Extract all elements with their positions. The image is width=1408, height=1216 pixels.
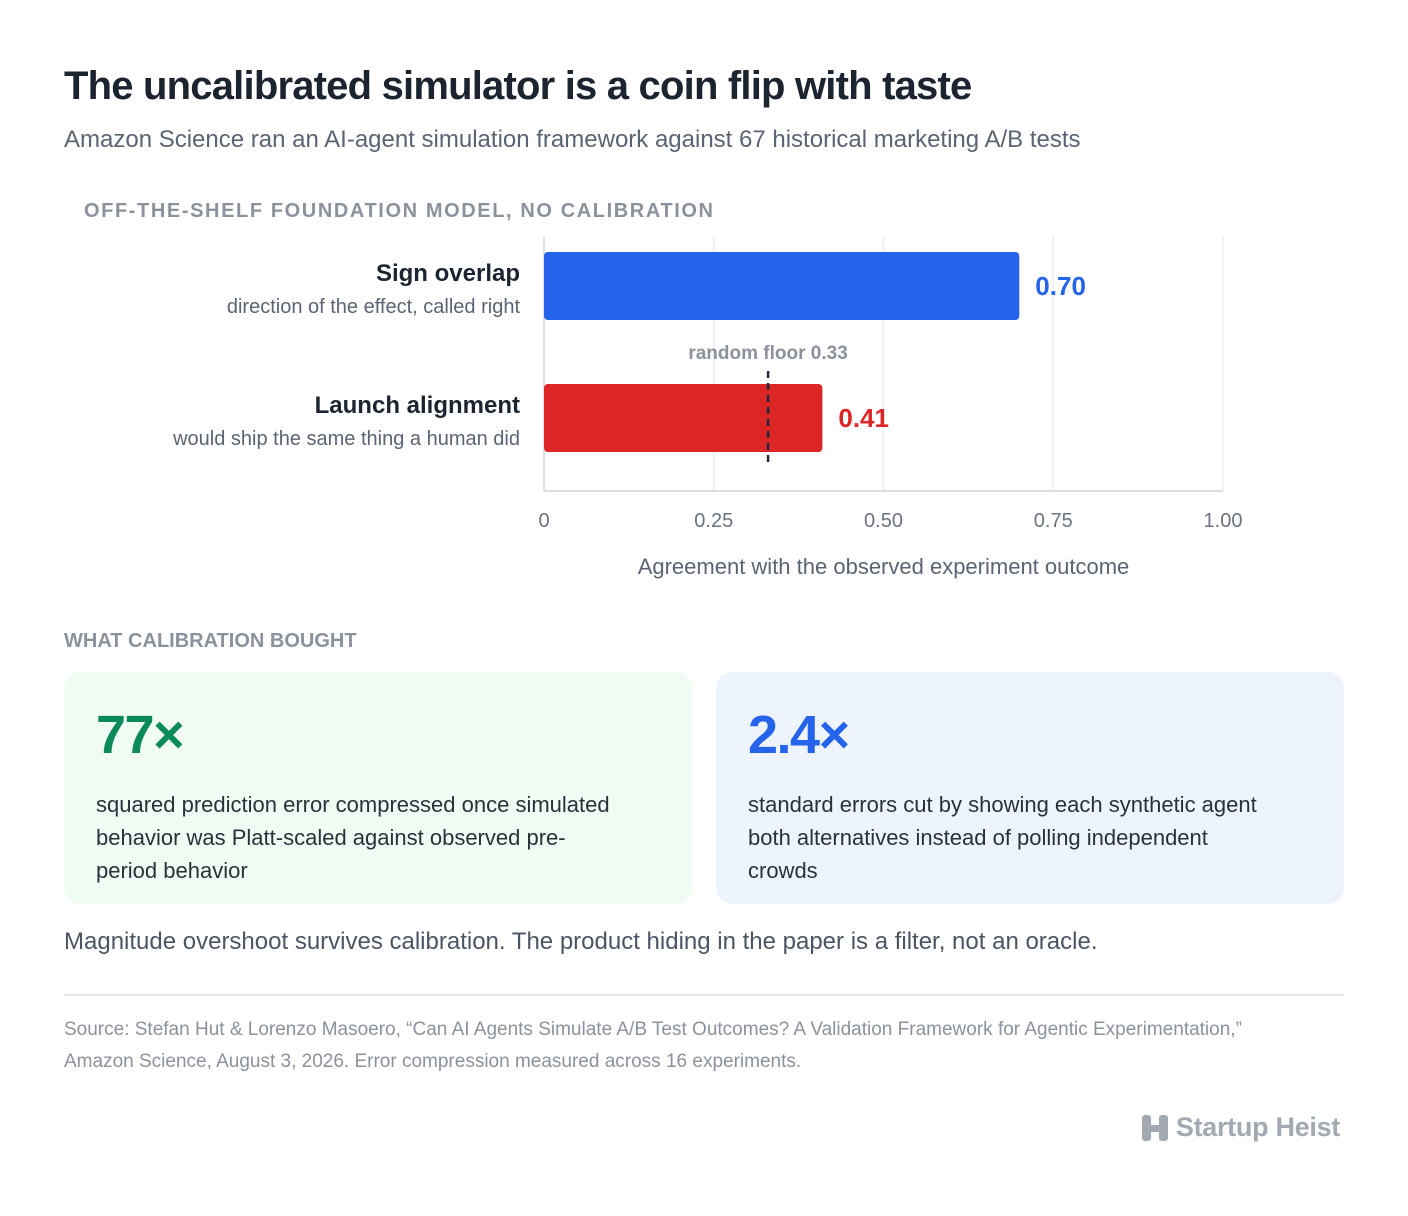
reference-line-label: random floor 0.33 (688, 343, 847, 364)
divider (64, 994, 1344, 996)
stat-description: standard errors cut by showing each synt… (748, 792, 1257, 883)
bars (544, 252, 1020, 452)
brand-logo: Startup Heist (1141, 1112, 1340, 1143)
stat-card-error-compression: 77× squared prediction error compressed … (64, 672, 692, 904)
chart-subtitle: Amazon Science ran an AI-agent simulatio… (64, 126, 1081, 153)
data-label: 0.70 (1035, 271, 1086, 301)
bar-chart: random floor 0.33 0 0.25 0.50 0.75 1.00 0.70 S… (172, 236, 1242, 579)
takeaway-text: Magnitude overshoot survives calibration… (64, 928, 1098, 955)
category-label: Launch alignment (315, 392, 520, 419)
labels: 0 0.25 0.50 0.75 1.00 0.70 Sign overlap directi… (172, 260, 1242, 579)
x-tick-label: 0.50 (864, 510, 903, 532)
stat-card-standard-errors: 2.4× standard errors cut by showing each… (716, 672, 1344, 904)
stat-description: squared prediction error compressed once… (96, 792, 610, 883)
stat-value: 77× (96, 705, 185, 765)
source-note: Source: Stefan Hut & Lorenzo Masoero, “C… (64, 1019, 1242, 1072)
category-label: Sign overlap (376, 260, 520, 287)
chart-section-label: OFF-THE-SHELF FOUNDATION MODEL, NO CALIB… (84, 200, 715, 222)
x-tick-label: 0.75 (1034, 510, 1073, 532)
x-axis-title: Agreement with the observed experiment o… (638, 554, 1130, 579)
x-tick-label: 0 (538, 510, 549, 532)
startup-heist-logo-icon (1141, 1114, 1168, 1141)
calibration-section-label: WHAT CALIBRATION BOUGHT (64, 630, 357, 652)
data-label: 0.41 (838, 403, 889, 433)
x-tick-label: 1.00 (1204, 510, 1243, 532)
x-tick-label: 0.25 (694, 510, 733, 532)
stat-value: 2.4× (748, 705, 850, 765)
reference-line-group: random floor 0.33 (688, 343, 848, 464)
bar (544, 252, 1020, 320)
chart-title: The uncalibrated simulator is a coin fli… (64, 64, 972, 108)
category-description: would ship the same thing a human did (172, 428, 520, 450)
brand-name: Startup Heist (1175, 1112, 1340, 1142)
bar (544, 384, 823, 452)
category-description: direction of the effect, called right (227, 296, 521, 318)
